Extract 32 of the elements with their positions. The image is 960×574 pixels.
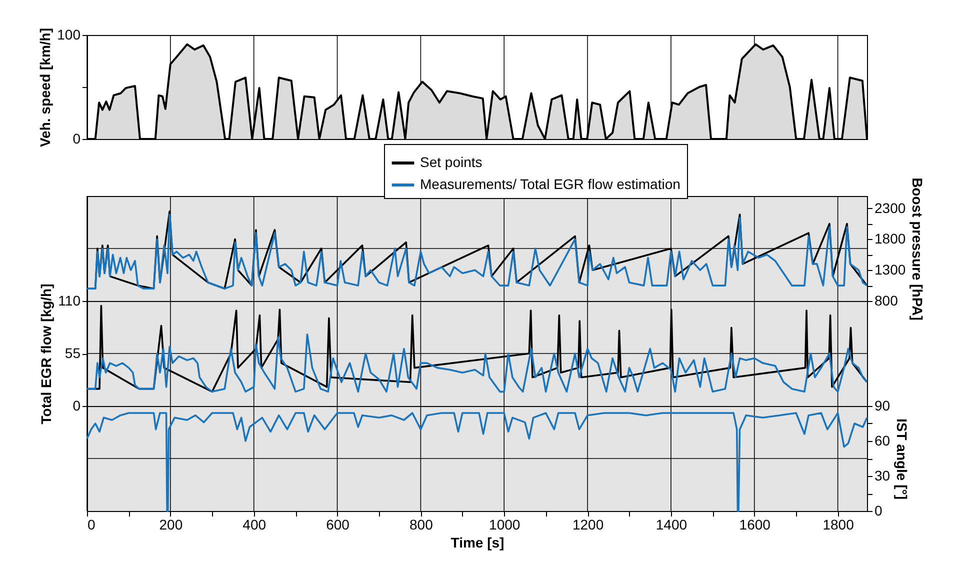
y2-tick-label: 0 xyxy=(874,502,882,518)
y-tick-label: 100 xyxy=(57,26,81,42)
x-tick-label: 400 xyxy=(242,516,266,532)
y2-tick-label: 60 xyxy=(874,432,890,448)
legend-label: Measurements/ Total EGR flow estimation xyxy=(420,176,680,192)
y-axis-title: Veh. speed [km/h] xyxy=(37,28,54,148)
x-tick-label: 1600 xyxy=(739,516,771,532)
x-tick-label: 800 xyxy=(410,516,434,532)
x-tick-label: 1200 xyxy=(572,516,604,532)
y2-tick-label: 1300 xyxy=(874,262,906,278)
y2-tick-label: 800 xyxy=(874,292,898,308)
x-tick-label: 0 xyxy=(88,516,96,532)
x-tick-label: 1800 xyxy=(822,516,854,532)
y2-tick-label: 1800 xyxy=(874,230,906,247)
y-axis-title: Total EGR flow [kg/h] xyxy=(38,284,54,424)
x-tick-label: 600 xyxy=(326,516,350,532)
y-tick-label: 0 xyxy=(72,130,81,146)
y2-tick-label: 2300 xyxy=(874,200,906,216)
legend-label: Set points xyxy=(420,154,482,170)
y-tick-label: 110 xyxy=(58,292,81,308)
x-tick-label: 200 xyxy=(159,516,183,532)
x-tick-label: 1400 xyxy=(656,516,688,532)
y-tick-label: 0 xyxy=(72,398,81,414)
y-tick-label: 55 xyxy=(64,345,81,361)
line-series xyxy=(86,334,868,393)
y2-axis-title: IST angle [°] xyxy=(894,418,910,500)
y2-tick-label: 30 xyxy=(874,468,890,484)
line-series xyxy=(86,412,868,512)
x-axis-title: Time [s] xyxy=(450,534,504,550)
x-tick-label: 1000 xyxy=(489,516,520,532)
y2-tick-label: 90 xyxy=(874,398,890,414)
y2-axis-title: Boost pressure [hPA] xyxy=(910,178,926,320)
